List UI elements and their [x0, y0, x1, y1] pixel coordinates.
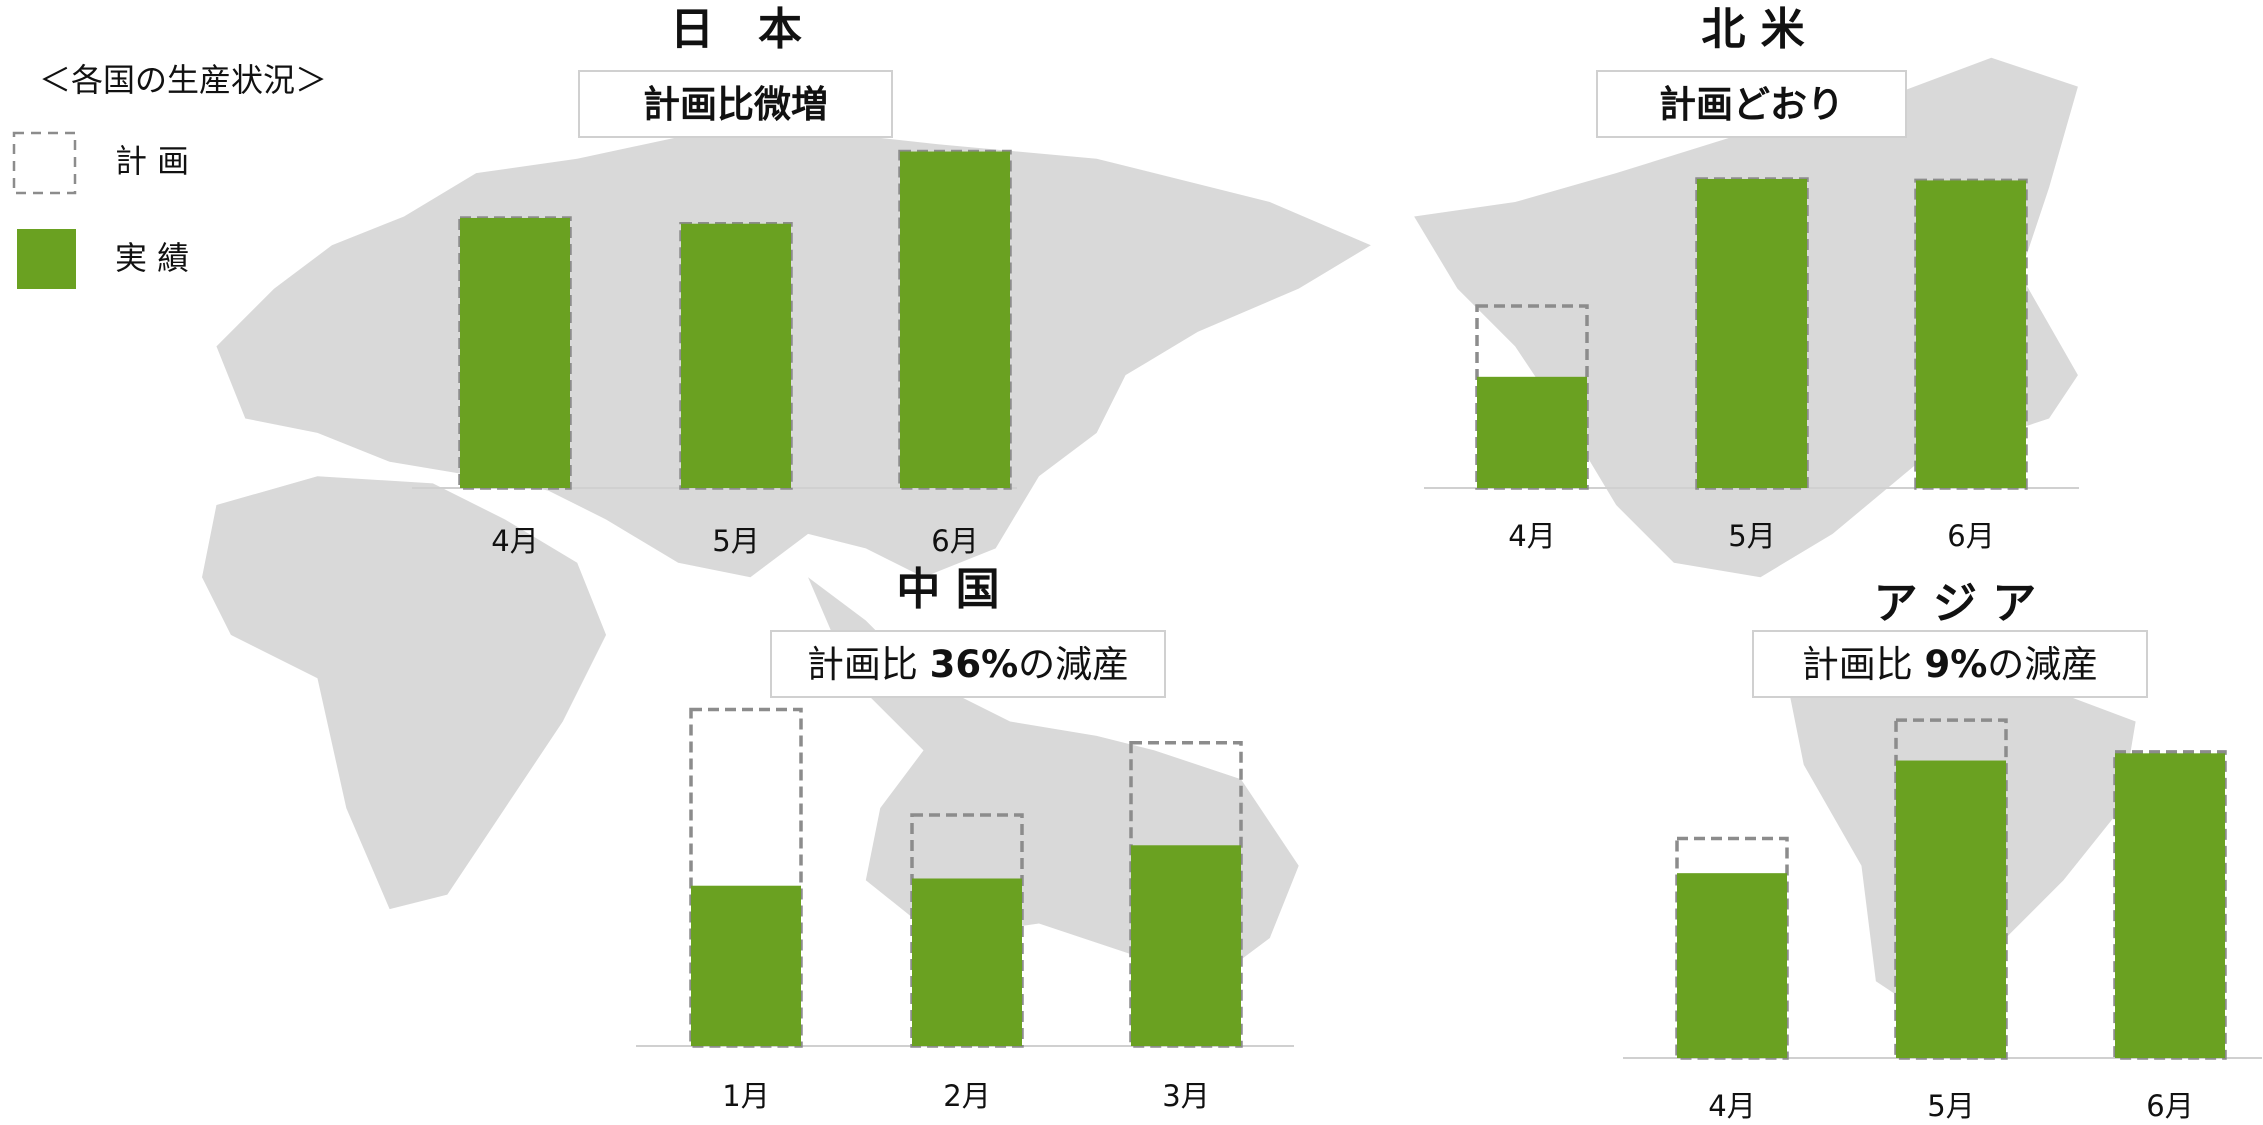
subtitle-part: の減産 [1018, 643, 1129, 686]
actual-bar [912, 878, 1022, 1046]
chart-title: ア ジ ア [1874, 578, 2037, 629]
chart-title: 北 米 [1701, 4, 1804, 55]
subtitle: 計画どおり [1659, 83, 1844, 126]
x-tick-label: 6月 [1947, 519, 1994, 553]
subtitle-box [578, 70, 893, 138]
subtitle-part: 計画比 [1802, 643, 1925, 686]
actual-bar [1697, 178, 1807, 488]
x-tick-label: 4月 [1508, 519, 1555, 553]
x-tick-label: 1月 [722, 1079, 769, 1113]
subtitle-part: 計画比微増 [643, 83, 828, 126]
x-tick-label: 2月 [943, 1079, 990, 1113]
x-tick-label: 3月 [1162, 1079, 1209, 1113]
x-tick-label: 6月 [2146, 1089, 2193, 1123]
legend-label: 計 画 [115, 142, 189, 180]
subtitle: 計画比 36%の減産 [807, 643, 1129, 686]
actual-bar [1477, 376, 1587, 488]
actual-bar [1131, 845, 1241, 1046]
actual-bar [691, 885, 801, 1046]
legend-swatch-plan [12, 131, 77, 195]
x-tick-label: 5月 [712, 524, 759, 558]
chart-title: 中 国 [896, 564, 999, 615]
legend-swatch-actual [17, 229, 76, 289]
actual-bar [2115, 753, 2225, 1058]
subtitle-part: 計画比 [807, 643, 930, 686]
subtitle: 計画比微増 [643, 83, 828, 126]
x-tick-label: 4月 [1708, 1089, 1755, 1123]
subtitle-box [1596, 70, 1907, 138]
subtitle: 計画比 9%の減産 [1802, 643, 2099, 686]
x-tick-label: 5月 [1927, 1089, 1974, 1123]
actual-bar [1677, 873, 1787, 1058]
subtitle-box [770, 630, 1166, 698]
actual-bar [900, 151, 1010, 488]
chart-title: 日 本 [670, 4, 802, 55]
legend-label: 実 績 [115, 239, 189, 277]
legend-title: ＜各国の生産状況＞ [39, 61, 327, 99]
subtitle-part: 計画どおり [1659, 83, 1844, 126]
x-tick-label: 6月 [931, 524, 978, 558]
actual-bar [1896, 760, 2006, 1058]
actual-bar [460, 217, 570, 489]
subtitle-part: の減産 [1987, 643, 2098, 686]
subtitle-part: 36% [930, 643, 1019, 686]
subtitle-part: 9% [1924, 643, 1987, 686]
x-tick-label: 4月 [491, 524, 538, 558]
subtitle-box [1752, 630, 2148, 698]
x-tick-label: 5月 [1728, 519, 1775, 553]
actual-bar [681, 223, 791, 489]
actual-bar [1916, 180, 2026, 489]
